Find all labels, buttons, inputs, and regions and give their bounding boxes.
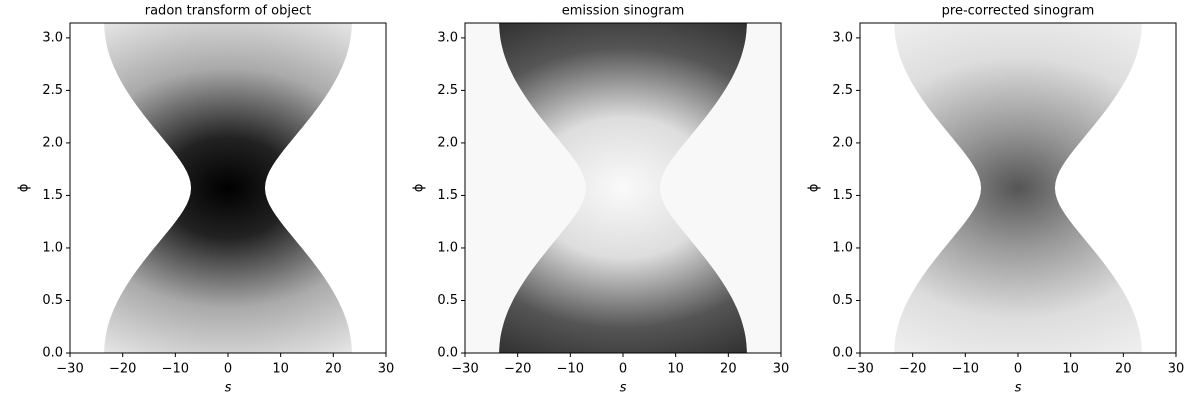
x-tick-label: 0: [619, 362, 627, 377]
y-tick-label: 1.0: [42, 240, 63, 255]
panel: −30 −20 −10 0 10 20 30 0.0 0.5 1.0 1.5 2.0 2.5 3.0 rad…: [17, 4, 395, 396]
y-tick-label: 3.0: [42, 30, 63, 45]
x-tick-label: 20: [720, 362, 737, 377]
image-center: [104, 23, 352, 353]
x-tick-label: 30: [1168, 362, 1185, 377]
y-tick-label: 2.5: [832, 83, 853, 98]
y-tick-label: 0.0: [437, 346, 458, 361]
x-tick-label: 10: [272, 362, 289, 377]
x-tick-label: 0: [224, 362, 232, 377]
x-tick-label: −10: [162, 362, 189, 377]
y-tick-label: 0.0: [832, 346, 853, 361]
y-tick-label: 2.0: [832, 135, 853, 150]
x-tick-label: 30: [773, 362, 790, 377]
x-tick-label: 10: [1062, 362, 1079, 377]
panel-title: radon transform of object: [145, 4, 311, 19]
x-tick-label: 20: [1115, 362, 1132, 377]
x-tick-label: 20: [325, 362, 342, 377]
y-axis-label: ϕ: [412, 184, 427, 193]
y-tick-label: 1.0: [832, 240, 853, 255]
y-axis-label: ϕ: [17, 184, 32, 193]
y-tick-label: 0.5: [42, 293, 63, 308]
x-tick-label: −30: [451, 362, 478, 377]
y-tick-label: 3.0: [437, 30, 458, 45]
x-tick-label: −10: [557, 362, 584, 377]
panel: −30 −20 −10 0 10 20 30 0.0 0.5 1.0 1.5 2.0 2.5 3.0 emi…: [412, 4, 790, 396]
y-tick-label: 2.0: [42, 135, 63, 150]
x-axis-label: s: [225, 381, 232, 396]
panel-title: pre-corrected sinogram: [942, 4, 1095, 19]
x-tick-label: 0: [1014, 362, 1022, 377]
y-tick-label: 1.5: [437, 188, 458, 203]
x-axis-label: s: [1015, 381, 1022, 396]
y-tick-label: 0.5: [437, 293, 458, 308]
y-tick-label: 2.5: [42, 83, 63, 98]
x-tick-label: −20: [504, 362, 531, 377]
y-tick-label: 2.0: [437, 135, 458, 150]
y-tick-label: 1.5: [832, 188, 853, 203]
x-tick-label: −20: [899, 362, 926, 377]
x-tick-label: −10: [952, 362, 979, 377]
y-tick-label: 2.5: [437, 83, 458, 98]
x-tick-label: 10: [667, 362, 684, 377]
panel: −30 −20 −10 0 10 20 30 0.0 0.5 1.0 1.5 2.0 2.5 3.0 pre…: [807, 4, 1185, 396]
x-axis-label: s: [620, 381, 627, 396]
y-tick-label: 0.5: [832, 293, 853, 308]
y-tick-label: 1.0: [437, 240, 458, 255]
panel-title: emission sinogram: [562, 4, 685, 19]
image-center: [499, 23, 747, 353]
y-tick-label: 0.0: [42, 346, 63, 361]
x-tick-label: −20: [109, 362, 136, 377]
x-tick-label: −30: [56, 362, 83, 377]
y-axis-label: ϕ: [807, 184, 822, 193]
x-tick-label: 30: [378, 362, 395, 377]
image-center: [894, 23, 1142, 353]
y-tick-label: 3.0: [832, 30, 853, 45]
y-tick-label: 1.5: [42, 188, 63, 203]
x-tick-label: −30: [846, 362, 873, 377]
